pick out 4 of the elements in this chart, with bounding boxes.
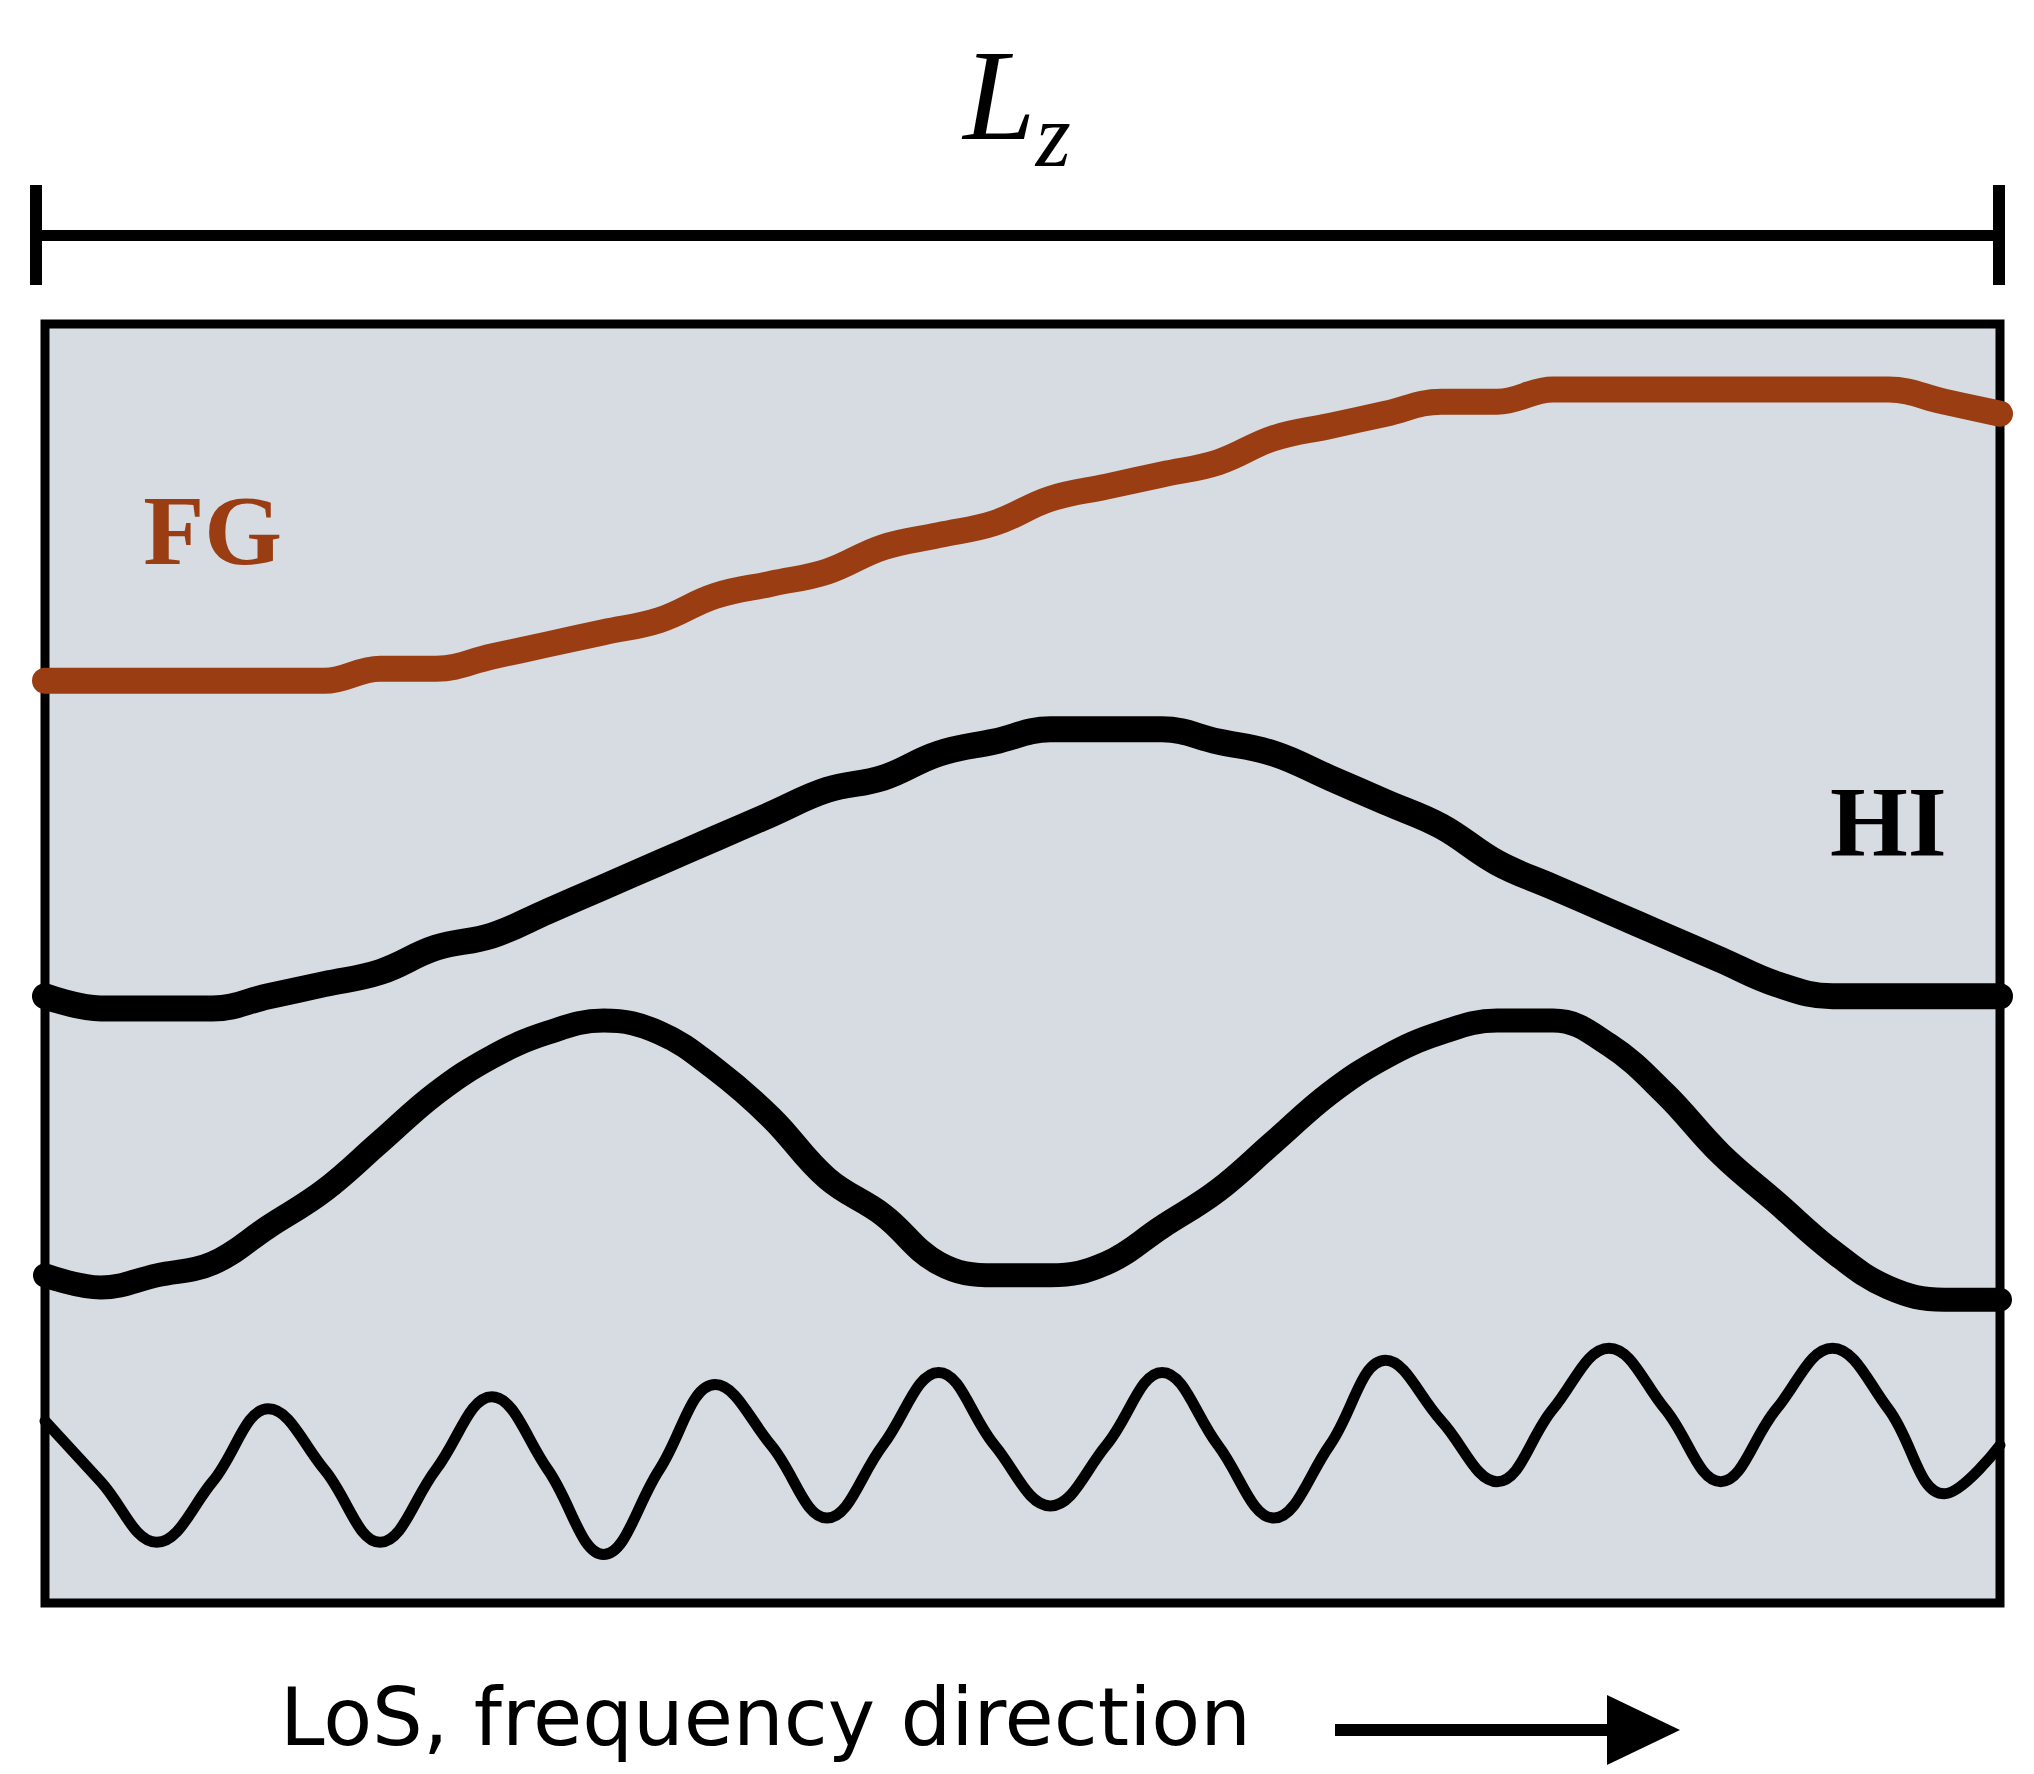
x-axis-title: LoS, frequency direction: [280, 1670, 1252, 1766]
series-label: FG: [143, 475, 283, 587]
chart-title: L$_{z}$: [960, 22, 1072, 187]
series-label: HI: [1829, 765, 1947, 877]
